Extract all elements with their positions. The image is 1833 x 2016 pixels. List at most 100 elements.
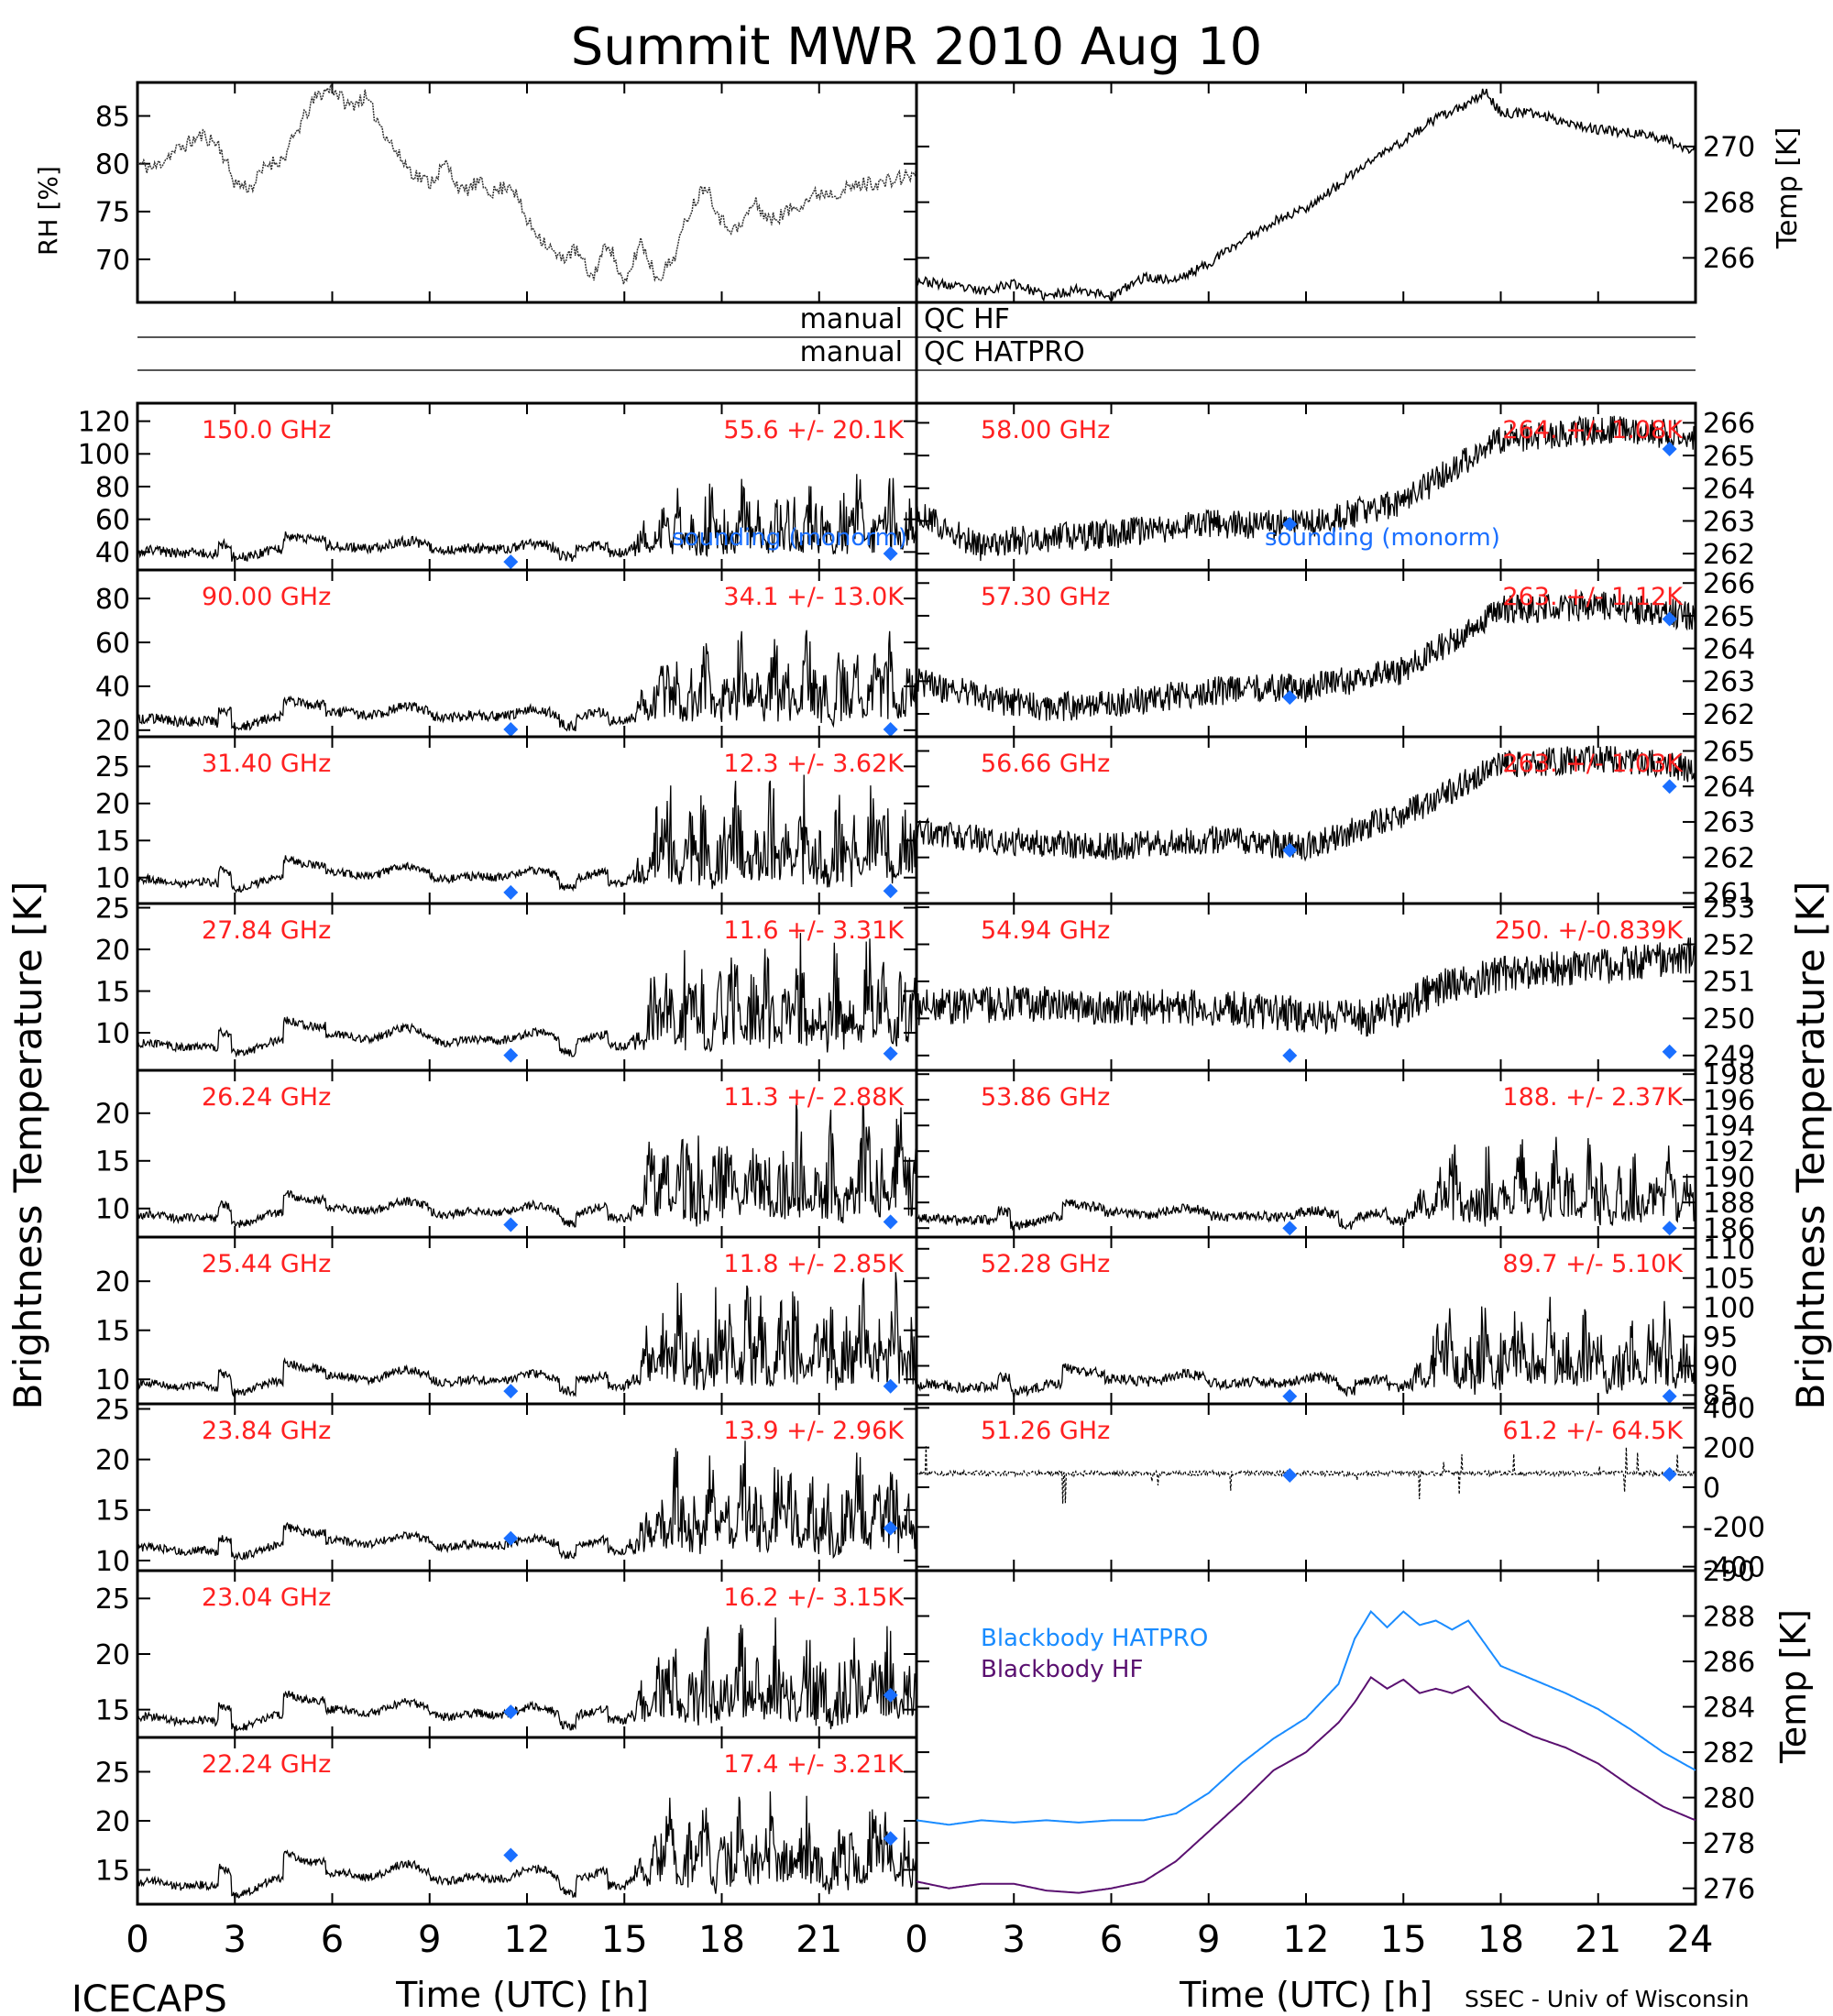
- x-tick-label-right: 3: [1003, 1919, 1026, 1961]
- bt-frequency-label: 90.00 GHz: [202, 583, 331, 611]
- bt-stats-label: 89.7 +/- 5.10K: [1502, 1250, 1684, 1278]
- x-tick-label-right: 21: [1575, 1919, 1621, 1961]
- bt-stats-label: 55.6 +/- 20.1K: [723, 416, 905, 444]
- sounding-marker: [883, 1831, 898, 1846]
- y-tick-label: 60: [95, 504, 130, 536]
- qc-hf-label: QC HF: [924, 303, 1010, 335]
- y-tick-label: 20: [95, 1806, 130, 1838]
- y-tick-label: 251: [1703, 967, 1755, 999]
- y-tick-label: 249: [1703, 1041, 1755, 1073]
- sounding-marker: [503, 884, 519, 900]
- bt-frequency-label: 25.44 GHz: [202, 1250, 331, 1278]
- y-tick-label: 90: [1703, 1351, 1738, 1383]
- bb-hf-line: [916, 1675, 1696, 1894]
- bt-stats-label: 61.2 +/- 64.5K: [1502, 1417, 1684, 1445]
- sounding-marker: [503, 1047, 519, 1063]
- y-tick-label: 252: [1703, 929, 1755, 961]
- rh-panel: 70 75 80 85: [95, 81, 918, 304]
- sounding-marker: [883, 1520, 898, 1536]
- y-tick-label: 25: [95, 893, 130, 925]
- sounding-marker: [1282, 1468, 1298, 1483]
- bt-stats-label: 17.4 +/- 3.21K: [723, 1750, 905, 1779]
- sounding-marker: [883, 546, 898, 562]
- sounding-marker: [1662, 441, 1677, 456]
- sounding-marker: [1282, 690, 1298, 706]
- bb-hatpro-line: [916, 1610, 1696, 1826]
- y-tick-label: 20: [95, 716, 130, 748]
- x-tick-label-right: 6: [1100, 1919, 1123, 1961]
- sounding-marker: [1662, 1044, 1677, 1059]
- sounding-marker: [883, 1378, 898, 1394]
- bt-panel-2: 10 15 20 25 31.40 GHz 12.3 +/- 3.62K: [95, 735, 918, 905]
- bt-stats-label: 12.3 +/- 3.62K: [723, 750, 905, 778]
- bt-stats-label: 13.9 +/- 2.96K: [723, 1417, 905, 1445]
- y-tick-label: 264: [1703, 633, 1755, 665]
- bt-frequency-label: 23.04 GHz: [202, 1583, 331, 1612]
- y-tick-label: 264: [1703, 772, 1755, 804]
- temp-frame: [915, 81, 1697, 304]
- y-tick-label: 265: [1703, 441, 1755, 473]
- bt-frequency-label: 31.40 GHz: [202, 750, 331, 778]
- sounding-marker: [1662, 779, 1677, 794]
- x-tick-label-right: 0: [905, 1919, 927, 1961]
- y-tick-label: 80: [95, 472, 130, 504]
- bt-series-line: [137, 1272, 917, 1397]
- sounding-marker: [1282, 517, 1298, 532]
- bt-series-line: [916, 589, 1696, 721]
- y-tick-label: 25: [95, 1757, 130, 1789]
- x-tick-label-left: 3: [224, 1919, 247, 1961]
- bt-panel-8: 15 20 25 22.24 GHz 17.4 +/- 3.21K: [95, 1736, 918, 1906]
- bt-stats-label: 263. +/- 1.12K: [1502, 583, 1684, 611]
- x-tick-label-left: 12: [504, 1919, 551, 1961]
- x-tick-label-right: 24: [1667, 1919, 1714, 1961]
- bt-panel-5: 10 15 20 25.44 GHz 11.8 +/- 2.85K: [95, 1235, 918, 1406]
- bt-series-line: [137, 1791, 917, 1900]
- bt-series-line: [137, 474, 917, 563]
- bb-frame: [915, 1569, 1697, 1906]
- footer-icecaps: ICECAPS: [71, 1978, 227, 2016]
- sounding-marker: [503, 554, 519, 570]
- y-tick-label: 15: [95, 1146, 130, 1178]
- y-tick-label: 20: [95, 935, 130, 967]
- y-tick-label: 15: [95, 1316, 130, 1348]
- y-tick-label: 288: [1703, 1601, 1755, 1633]
- y-tick-label: 25: [95, 1583, 130, 1616]
- y-tick-label: 263: [1703, 807, 1755, 839]
- y-tick-label: 278: [1703, 1828, 1755, 1860]
- y-tick-label: 25: [95, 1394, 130, 1426]
- bt-panel-12: 249 250 251 252 253 54.94 GHz 250. +/-0.839K: [915, 893, 1755, 1073]
- bt-stats-label: 263. +/- 1.03K: [1502, 750, 1684, 778]
- y-tick-label: 85: [1703, 1380, 1738, 1412]
- y-tick-label: 190: [1703, 1162, 1755, 1194]
- y-tick-label: 70: [95, 245, 130, 277]
- sounding-marker: [1282, 1221, 1298, 1236]
- bt-stats-label: 250. +/-0.839K: [1495, 916, 1684, 945]
- y-tick-label: 80: [95, 148, 130, 181]
- bt-frequency-label: 52.28 GHz: [981, 1250, 1110, 1278]
- y-tick-label: 282: [1703, 1737, 1755, 1769]
- bt-series-line: [916, 745, 1696, 862]
- sounding-marker: [883, 1687, 898, 1703]
- bt-series-line: [137, 774, 917, 893]
- y-tick-label: 262: [1703, 699, 1755, 731]
- y-tick-label: 15: [95, 826, 130, 858]
- y-tick-label: 10: [95, 1546, 130, 1578]
- temp-axis-label: Temp [K]: [1772, 127, 1804, 250]
- qc-manual-label-2: manual: [800, 336, 903, 368]
- y-tick-label: 265: [1703, 736, 1755, 768]
- bb-axis-label: Temp [K]: [1773, 1609, 1814, 1764]
- sounding-marker: [1282, 1047, 1298, 1063]
- figure-title: Summit MWR 2010 Aug 10: [571, 17, 1263, 77]
- y-tick-label: 250: [1703, 1003, 1755, 1035]
- y-tick-label: 100: [78, 439, 130, 471]
- sounding-marker: [503, 1384, 519, 1399]
- y-tick-label: 120: [78, 406, 130, 438]
- y-tick-label: 15: [95, 1694, 130, 1726]
- bb-hf-legend: Blackbody HF: [981, 1656, 1143, 1683]
- y-tick-label: 80: [95, 584, 130, 616]
- sounding-marker: [883, 1046, 898, 1061]
- bt-frequency-label: 54.94 GHz: [981, 916, 1110, 945]
